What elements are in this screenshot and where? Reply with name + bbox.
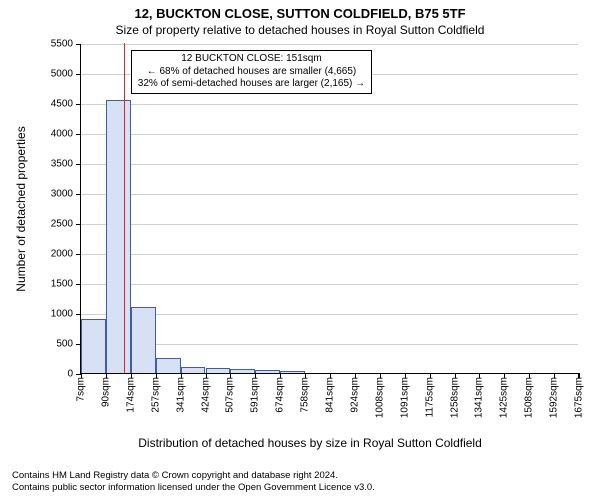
histogram-bar bbox=[206, 368, 231, 373]
annotation-line: ← 68% of detached houses are smaller (4,… bbox=[138, 66, 365, 79]
histogram-bar bbox=[131, 307, 156, 373]
x-tick-label: 1091sqm bbox=[399, 377, 410, 418]
y-tick bbox=[76, 284, 81, 285]
x-tick-label: 257sqm bbox=[150, 377, 161, 413]
y-tick bbox=[76, 74, 81, 75]
title-sub: Size of property relative to detached ho… bbox=[0, 21, 600, 37]
gridline bbox=[81, 194, 578, 195]
histogram-bar bbox=[181, 367, 206, 373]
footer-line2: Contains public sector information licen… bbox=[12, 482, 375, 494]
footer-text: Contains HM Land Registry data © Crown c… bbox=[12, 470, 375, 494]
y-tick-label: 1000 bbox=[51, 309, 73, 320]
footer-line1: Contains HM Land Registry data © Crown c… bbox=[12, 470, 375, 482]
x-tick-label: 424sqm bbox=[200, 377, 211, 413]
y-tick bbox=[76, 164, 81, 165]
y-tick-label: 4000 bbox=[51, 129, 73, 140]
y-tick bbox=[76, 44, 81, 45]
y-tick-label: 500 bbox=[56, 339, 73, 350]
x-tick-label: 7sqm bbox=[76, 377, 87, 401]
x-tick-label: 674sqm bbox=[275, 377, 286, 413]
chart-container: 12, BUCKTON CLOSE, SUTTON COLDFIELD, B75… bbox=[0, 0, 600, 500]
x-tick-label: 1592sqm bbox=[549, 377, 560, 418]
plot-area: 0500100015002000250030003500400045005000… bbox=[80, 44, 578, 374]
x-tick-label: 758sqm bbox=[300, 377, 311, 413]
histogram-bar bbox=[81, 319, 106, 373]
gridline bbox=[81, 224, 578, 225]
x-tick-label: 1258sqm bbox=[449, 377, 460, 418]
y-tick-label: 0 bbox=[67, 369, 73, 380]
chart-wrap: Number of detached properties 0500100015… bbox=[42, 44, 578, 408]
annotation-box: 12 BUCKTON CLOSE: 151sqm← 68% of detache… bbox=[131, 50, 372, 94]
x-tick-label: 1341sqm bbox=[474, 377, 485, 418]
marker-line bbox=[124, 43, 125, 373]
y-tick-label: 2000 bbox=[51, 249, 73, 260]
x-tick bbox=[578, 373, 579, 378]
gridline bbox=[81, 284, 578, 285]
x-tick-label: 1675sqm bbox=[574, 377, 585, 418]
gridline bbox=[81, 104, 578, 105]
x-tick-label: 841sqm bbox=[325, 377, 336, 413]
histogram-bar bbox=[106, 100, 131, 373]
gridline bbox=[81, 254, 578, 255]
y-tick-label: 2500 bbox=[51, 219, 73, 230]
y-tick bbox=[76, 104, 81, 105]
y-tick-label: 3500 bbox=[51, 159, 73, 170]
y-tick bbox=[76, 254, 81, 255]
y-tick bbox=[76, 134, 81, 135]
title-main: 12, BUCKTON CLOSE, SUTTON COLDFIELD, B75… bbox=[0, 0, 600, 21]
y-tick-label: 3000 bbox=[51, 189, 73, 200]
y-tick-label: 5000 bbox=[51, 69, 73, 80]
annotation-line: 32% of semi-detached houses are larger (… bbox=[138, 78, 365, 91]
y-axis-title: Number of detached properties bbox=[14, 44, 28, 374]
x-tick-label: 1008sqm bbox=[374, 377, 385, 418]
y-tick-label: 4500 bbox=[51, 99, 73, 110]
gridline bbox=[81, 164, 578, 165]
x-tick-label: 591sqm bbox=[250, 377, 261, 413]
x-tick-label: 1425sqm bbox=[499, 377, 510, 418]
histogram-bar bbox=[230, 369, 255, 373]
histogram-bar bbox=[255, 370, 280, 373]
x-tick-label: 174sqm bbox=[125, 377, 136, 413]
gridline bbox=[81, 134, 578, 135]
x-tick-label: 1508sqm bbox=[524, 377, 535, 418]
x-tick-label: 90sqm bbox=[100, 377, 111, 407]
y-tick bbox=[76, 314, 81, 315]
y-tick-label: 5500 bbox=[51, 39, 73, 50]
annotation-line: 12 BUCKTON CLOSE: 151sqm bbox=[138, 53, 365, 66]
gridline bbox=[81, 44, 578, 45]
x-tick-label: 924sqm bbox=[349, 377, 360, 413]
histogram-bar bbox=[156, 358, 181, 373]
x-tick-label: 507sqm bbox=[225, 377, 236, 413]
x-tick-label: 1175sqm bbox=[424, 377, 435, 417]
histogram-bar bbox=[280, 371, 305, 373]
y-tick-label: 1500 bbox=[51, 279, 73, 290]
y-tick bbox=[76, 194, 81, 195]
x-tick-label: 341sqm bbox=[175, 377, 186, 413]
x-axis-title: Distribution of detached houses by size … bbox=[42, 436, 578, 450]
y-tick bbox=[76, 224, 81, 225]
